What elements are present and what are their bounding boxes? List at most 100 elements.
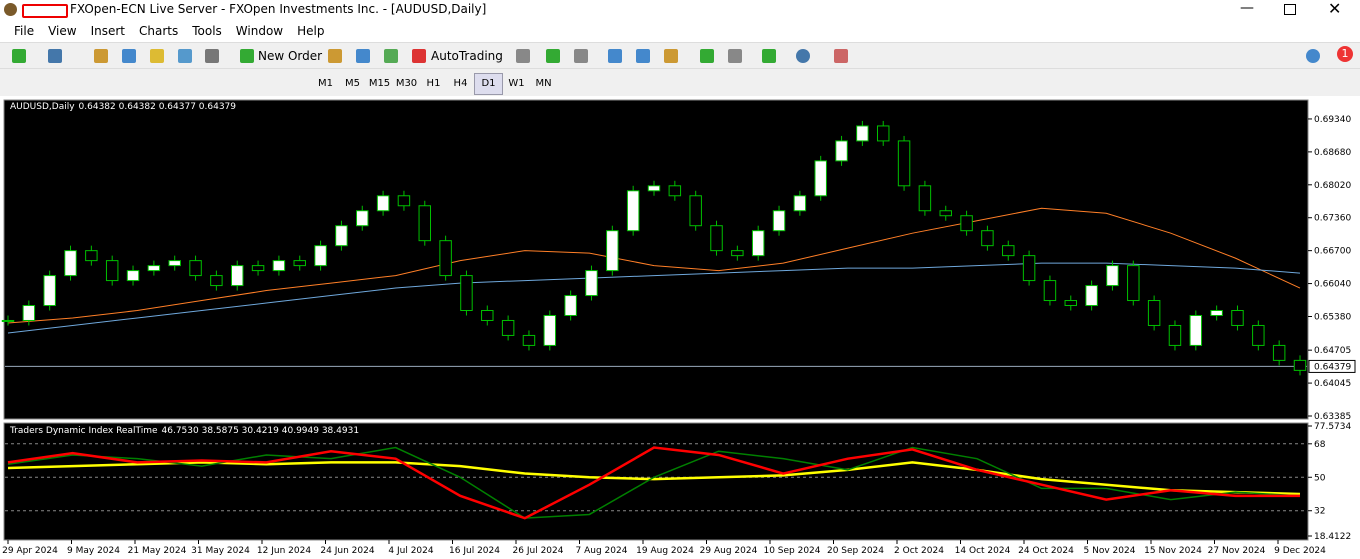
main-pane: [3, 99, 1309, 420]
candle: [1043, 280, 1057, 302]
y-tick-label: 0.65380: [1314, 312, 1351, 322]
candle: [689, 195, 702, 227]
candle: [210, 275, 223, 287]
maximize[interactable]: [1284, 4, 1296, 15]
y-tick-label: 0.67360: [1314, 214, 1351, 224]
candle: [147, 265, 161, 272]
candle: [1231, 310, 1244, 326]
redacted: [22, 4, 68, 18]
app-icon: [4, 3, 17, 16]
icon[interactable]: [636, 49, 650, 63]
menu-item[interactable]: View: [48, 24, 77, 38]
candle: [293, 260, 306, 267]
icon[interactable]: [384, 49, 398, 63]
icon[interactable]: [700, 49, 714, 63]
icon[interactable]: [94, 49, 108, 63]
candle: [897, 140, 911, 187]
y-tick-label: 0.63385: [1314, 412, 1351, 422]
icon[interactable]: [240, 49, 254, 63]
icon[interactable]: [412, 49, 426, 63]
candle: [85, 250, 98, 262]
menu-item[interactable]: Window: [235, 24, 284, 38]
timeframe-button[interactable]: H1: [426, 78, 441, 89]
icon[interactable]: [356, 49, 370, 63]
candle: [647, 185, 661, 192]
x-tick-label: 20 Sep 2024: [827, 546, 884, 556]
y-tick-label: 0.64705: [1314, 346, 1351, 356]
menu-item[interactable]: Charts: [139, 24, 179, 38]
x-tick-label: 10 Sep 2024: [763, 546, 820, 556]
candle: [439, 240, 452, 277]
minimize[interactable]: —: [1240, 0, 1254, 16]
icon[interactable]: [796, 49, 810, 63]
icon[interactable]: [834, 49, 848, 63]
candle: [1272, 344, 1286, 361]
icon[interactable]: [48, 49, 62, 63]
x-tick-label: 24 Jun 2024: [320, 546, 374, 556]
notification-badge[interactable]: 1: [1337, 46, 1353, 62]
window-title: FXOpen-ECN Live Server - FXOpen Investme…: [70, 2, 487, 16]
timeframe-button[interactable]: D1: [474, 73, 503, 95]
icon[interactable]: [546, 49, 560, 63]
candle: [814, 160, 827, 197]
y-tick-label: 0.66040: [1314, 280, 1351, 290]
auto-trading[interactable]: AutoTrading: [431, 49, 503, 63]
icon[interactable]: [122, 49, 136, 63]
icon[interactable]: [205, 49, 219, 63]
candle: [1106, 265, 1119, 287]
candle: [1085, 285, 1098, 307]
indicator-caption: Traders Dynamic Index RealTime 46.7530 38…: [9, 426, 359, 436]
menu-item[interactable]: Help: [297, 24, 325, 38]
candle: [418, 205, 432, 242]
timeframe-button[interactable]: M1: [318, 78, 333, 89]
candle: [356, 210, 369, 227]
menu-item[interactable]: Insert: [90, 24, 125, 38]
candle: [876, 125, 890, 142]
timeframe-button[interactable]: MN: [535, 78, 552, 89]
icon[interactable]: [608, 49, 622, 63]
menu-bar: File View Insert Charts Tools Window Help: [0, 20, 1360, 42]
timeframe-button[interactable]: M15: [368, 78, 391, 89]
timeframes: M1 M5 M15 M30 H1 H4 D1 W1 MN: [312, 73, 557, 95]
icon[interactable]: [664, 49, 678, 63]
menu-item[interactable]: Tools: [192, 24, 222, 38]
icon[interactable]: [178, 49, 192, 63]
x-tick-label: 9 Dec 2024: [1274, 546, 1326, 556]
menu-item[interactable]: File: [14, 24, 35, 38]
candle: [1064, 300, 1078, 307]
y-tick-label: 0.69340: [1314, 115, 1351, 125]
x-tick-label: 29 Apr 2024: [2, 546, 58, 556]
candle: [918, 185, 932, 212]
candle: [626, 190, 640, 232]
icon[interactable]: [574, 49, 588, 63]
search[interactable]: [1306, 49, 1320, 63]
icon[interactable]: [12, 49, 26, 63]
timeframe-button[interactable]: M30: [395, 78, 418, 89]
candle: [272, 260, 286, 272]
candle: [751, 230, 765, 257]
timeframe-button[interactable]: H4: [453, 78, 468, 89]
y-tick-label: 77.5734: [1314, 422, 1351, 432]
icon[interactable]: [328, 49, 342, 63]
candle: [543, 314, 557, 346]
candle: [43, 275, 56, 307]
x-tick-label: 27 Nov 2024: [1208, 546, 1266, 556]
icon[interactable]: [762, 49, 776, 63]
close[interactable]: ✕: [1328, 0, 1342, 18]
candle: [64, 250, 77, 277]
x-tick-label: 29 Aug 2024: [700, 546, 758, 556]
timeframe-button[interactable]: W1: [508, 78, 525, 89]
icon[interactable]: [516, 49, 530, 63]
candle: [1189, 314, 1203, 346]
candle: [1002, 245, 1015, 257]
candle: [668, 185, 682, 197]
icon[interactable]: [728, 49, 742, 63]
candle: [1210, 310, 1223, 316]
y-tick-label: 0.68680: [1314, 148, 1351, 158]
candle: [189, 260, 202, 277]
timeframe-button[interactable]: M5: [345, 78, 360, 89]
new-order[interactable]: New Order: [258, 49, 323, 63]
indicator-name: Traders Dynamic Index RealTime: [9, 426, 158, 436]
candle: [168, 260, 181, 267]
icon[interactable]: [150, 49, 164, 63]
